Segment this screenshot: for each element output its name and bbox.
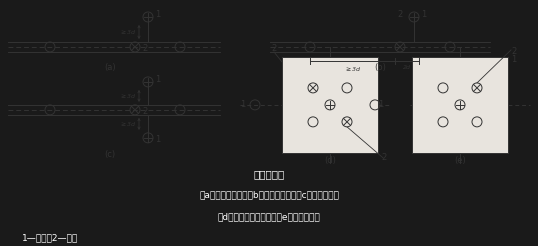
Text: 2: 2 [397, 11, 402, 19]
Text: 1: 1 [421, 11, 426, 19]
Text: 1: 1 [240, 100, 245, 109]
Text: 1—补桩；2—断桩: 1—补桩；2—断桩 [22, 233, 78, 242]
Text: 2: 2 [381, 153, 386, 162]
Text: 2: 2 [272, 45, 277, 53]
Text: （d）承台外对称补桩；（e）承台内补桩: （d）承台外对称补桩；（e）承台内补桩 [218, 212, 320, 221]
Text: (e): (e) [454, 156, 466, 165]
Text: 2: 2 [142, 107, 147, 116]
Text: 1: 1 [378, 100, 383, 109]
Text: (a): (a) [104, 63, 116, 72]
Text: 1: 1 [511, 55, 516, 64]
Text: $\geq$3d: $\geq$3d [119, 120, 137, 128]
Text: 1: 1 [155, 76, 160, 84]
Text: $\geq$3d: $\geq$3d [344, 65, 362, 73]
Text: 1: 1 [155, 11, 160, 19]
Text: 1: 1 [155, 135, 160, 144]
Text: (b): (b) [374, 63, 386, 72]
Text: （a）轴线外补桩；（b）轴线内补桩；（c）两侧补桩；: （a）轴线外补桩；（b）轴线内补桩；（c）两侧补桩； [199, 191, 339, 200]
Text: 2: 2 [142, 45, 147, 53]
Text: (c): (c) [104, 150, 116, 159]
Text: $\geq$3d: $\geq$3d [119, 28, 137, 36]
Text: 补桩示意图: 补桩示意图 [253, 169, 285, 179]
Text: $\geq$3d: $\geq$3d [119, 92, 137, 100]
Bar [282, 57, 378, 153]
Bar [412, 57, 508, 153]
Text: (d): (d) [324, 156, 336, 165]
Text: 2d: 2d [403, 65, 411, 70]
Text: 2: 2 [511, 47, 516, 56]
